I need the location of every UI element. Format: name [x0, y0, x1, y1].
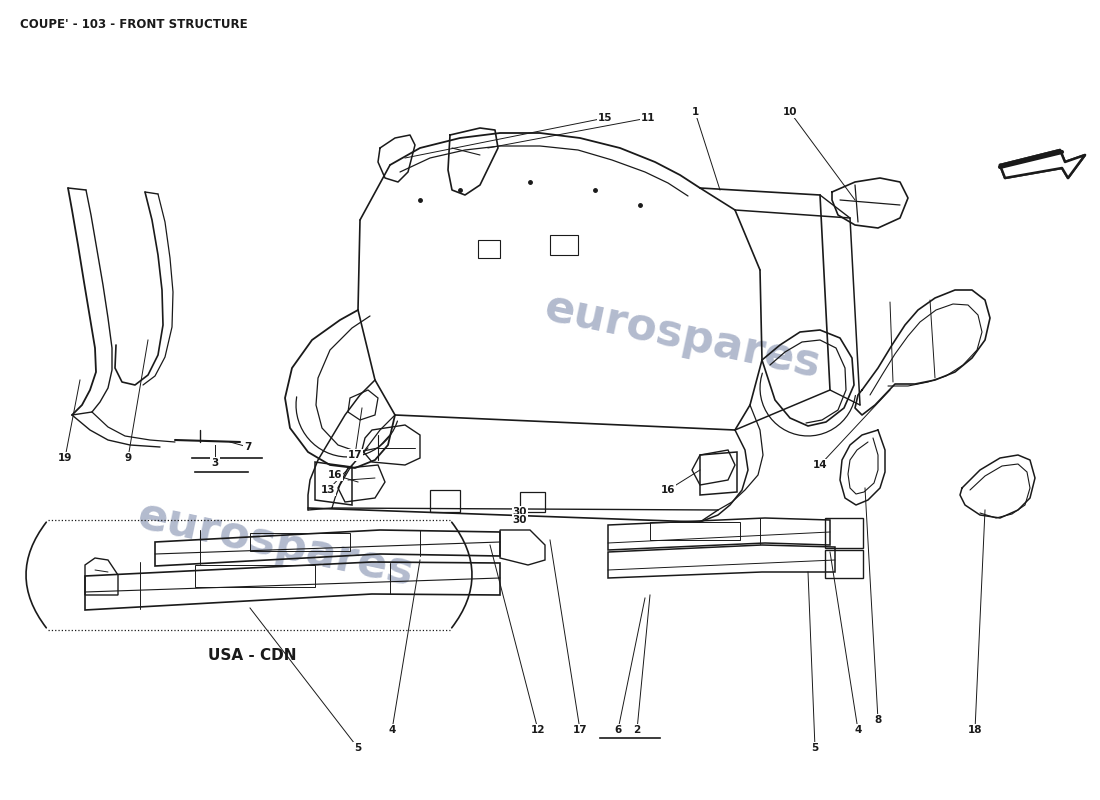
Text: USA - CDN: USA - CDN [208, 648, 296, 663]
Text: 2: 2 [634, 725, 640, 735]
Bar [430, 490, 460, 512]
Text: 7: 7 [244, 442, 252, 452]
Bar [650, 522, 740, 540]
Text: 30: 30 [513, 507, 527, 517]
Text: 17: 17 [348, 450, 362, 460]
Text: 5: 5 [354, 743, 362, 753]
Text: 9: 9 [124, 453, 132, 463]
Bar [550, 235, 578, 255]
Text: 16: 16 [661, 485, 675, 495]
Text: 12: 12 [530, 725, 546, 735]
Bar [195, 565, 315, 587]
Bar [825, 518, 864, 548]
Text: 5: 5 [812, 743, 818, 753]
Bar [825, 550, 864, 578]
Bar [478, 240, 500, 258]
Text: 4: 4 [855, 725, 861, 735]
Text: 4: 4 [388, 725, 396, 735]
Text: 30: 30 [513, 515, 527, 525]
Text: COUPE' - 103 - FRONT STRUCTURE: COUPE' - 103 - FRONT STRUCTURE [20, 18, 248, 31]
Text: 3: 3 [211, 458, 219, 468]
Text: 16: 16 [328, 470, 342, 480]
Text: eurospares: eurospares [540, 286, 824, 386]
Text: 14: 14 [813, 460, 827, 470]
Text: 15: 15 [597, 113, 613, 123]
Text: 19: 19 [58, 453, 73, 463]
Text: 17: 17 [573, 725, 587, 735]
Text: 13: 13 [321, 485, 336, 495]
Text: 1: 1 [692, 107, 698, 117]
Text: 6: 6 [615, 725, 622, 735]
Text: 18: 18 [968, 725, 982, 735]
Polygon shape [1000, 150, 1085, 178]
Text: 11: 11 [640, 113, 656, 123]
Bar [520, 492, 544, 512]
Text: 8: 8 [874, 715, 881, 725]
Text: eurospares: eurospares [133, 494, 417, 594]
Bar [250, 533, 350, 551]
Text: 10: 10 [783, 107, 798, 117]
